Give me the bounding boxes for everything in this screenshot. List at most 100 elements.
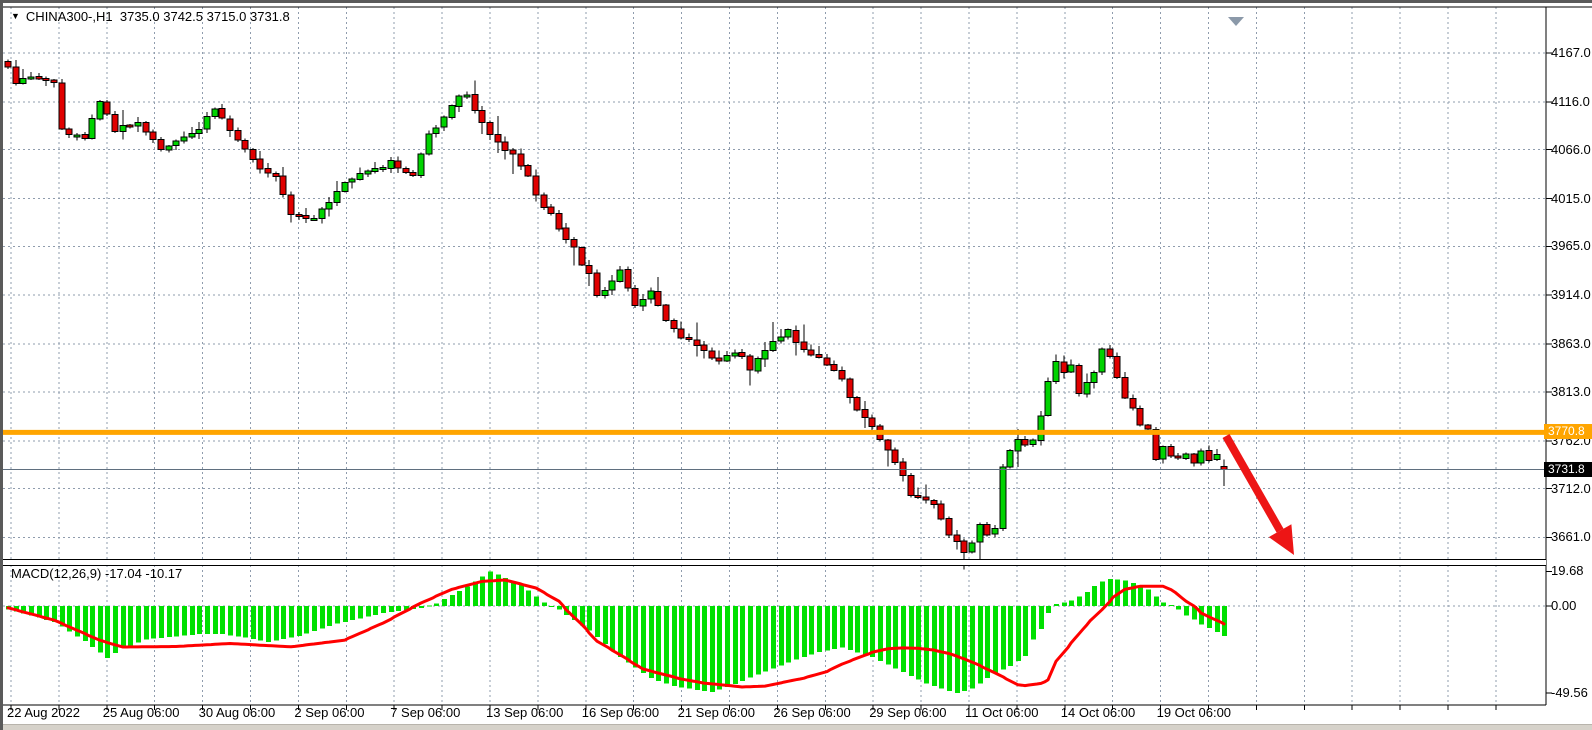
chart-canvas[interactable] (3, 3, 1592, 730)
candle-body (999, 466, 1007, 530)
macd-histogram-bar (649, 606, 654, 679)
macd-histogram-bar (932, 606, 937, 686)
candle-body (578, 247, 586, 266)
candle-body (1159, 446, 1167, 460)
macd-histogram-bar (610, 606, 615, 651)
resistance-price-tag: 3770.8 (1544, 424, 1592, 440)
macd-histogram-bar (886, 606, 891, 665)
macd-histogram-bar (480, 576, 485, 606)
candle-body (547, 206, 555, 214)
candle-body (769, 340, 777, 352)
candle-body (792, 329, 800, 343)
candle-body (532, 175, 540, 196)
macd-histogram-bar (304, 606, 309, 634)
macd-histogram-bar (90, 606, 95, 647)
macd-histogram-bar (136, 606, 141, 643)
candle-body (838, 370, 846, 380)
candle-body (983, 524, 991, 536)
candle-body (700, 344, 708, 352)
macd-histogram-bar (542, 602, 547, 606)
candle-body (738, 351, 746, 358)
macd-histogram-bar (373, 606, 378, 615)
candle-body (662, 304, 670, 321)
candle-body (976, 523, 984, 543)
macd-histogram-bar (320, 606, 325, 629)
macd-histogram-bar (794, 606, 799, 660)
macd-histogram-bar (1016, 606, 1021, 661)
macd-histogram-bar (924, 606, 929, 684)
candle-body (455, 95, 463, 107)
time-axis-label: 21 Sep 06:00 (677, 705, 755, 720)
candle-body (432, 127, 440, 135)
candle-body (142, 122, 150, 133)
candle-body (188, 133, 196, 138)
candle-body (953, 534, 961, 543)
macd-histogram-bar (748, 606, 753, 678)
symbol-timeframe-label: CHINA300-,H1 (25, 9, 113, 24)
candle-body (1174, 455, 1182, 459)
macd-histogram-bar (939, 606, 944, 689)
macd-histogram-bar (970, 606, 975, 689)
price-axis-label: 3863.0 (1551, 336, 1591, 352)
macd-histogram-bar (473, 581, 478, 606)
price-axis-label: 3813.0 (1551, 383, 1591, 399)
candle-body (846, 378, 854, 399)
macd-axis-label: 19.68 (1551, 563, 1584, 579)
candle-body (800, 341, 808, 351)
macd-histogram-bar (205, 606, 210, 635)
macd-histogram-bar (1100, 581, 1105, 606)
candle-body (777, 336, 785, 342)
panel-divider[interactable] (3, 559, 1546, 566)
candle-body (119, 124, 127, 133)
macd-name: MACD(12,26,9) (11, 566, 102, 581)
macd-histogram-bar (572, 606, 577, 621)
candle-body (195, 128, 203, 135)
macd-histogram-bar (916, 606, 921, 680)
macd-histogram-bar (1008, 606, 1013, 666)
candle-body (226, 118, 234, 132)
candle-body (341, 182, 349, 192)
symbol-dropdown-icon[interactable]: ▼ (11, 11, 20, 21)
macd-histogram-bar (404, 606, 409, 610)
time-axis-label: 7 Sep 06:00 (390, 705, 461, 720)
current-price-tag: 3731.8 (1544, 461, 1592, 477)
macd-histogram-bar (955, 606, 960, 694)
candle-body (693, 339, 701, 346)
trend-arrow-shaft (1222, 434, 1284, 533)
candle-body (19, 78, 27, 84)
candle-body (310, 217, 318, 221)
symbol-title[interactable]: ▼ CHINA300-,H1 3735.0 3742.5 3715.0 3731.… (11, 9, 290, 24)
macd-histogram-bar (519, 584, 524, 606)
candle-body (1090, 371, 1098, 384)
macd-histogram-bar (848, 606, 853, 651)
time-axis-label: 19 Oct 06:00 (1156, 705, 1232, 720)
candle-body (1190, 453, 1198, 464)
candle-body (685, 337, 693, 341)
macd-histogram-bar (786, 606, 791, 663)
candle-body (907, 475, 915, 497)
candle-body (1021, 439, 1029, 446)
candle-body (264, 168, 272, 174)
candle-body (88, 118, 96, 139)
candle-body (815, 354, 823, 358)
candle-body (616, 269, 624, 283)
price-axis-label: 3712.0 (1551, 480, 1591, 496)
candle-body (348, 178, 356, 183)
candle-body (318, 208, 326, 219)
candle-body (1182, 453, 1190, 459)
macd-histogram-bar (220, 606, 225, 635)
price-axis-label: 4116.0 (1551, 93, 1590, 109)
macd-histogram-bar (603, 606, 608, 644)
candle-body (1029, 439, 1037, 445)
candle-body (241, 139, 249, 150)
macd-histogram-bar (763, 606, 768, 672)
candle-body (4, 61, 12, 68)
candle-body (134, 121, 142, 127)
candle-body (478, 110, 486, 123)
candle-body (1037, 415, 1045, 441)
macd-histogram-bar (695, 606, 700, 690)
macd-histogram-bar (511, 581, 516, 606)
macd-histogram-bar (1046, 606, 1051, 614)
ohlc-values: 3735.0 3742.5 3715.0 3731.8 (119, 9, 290, 24)
